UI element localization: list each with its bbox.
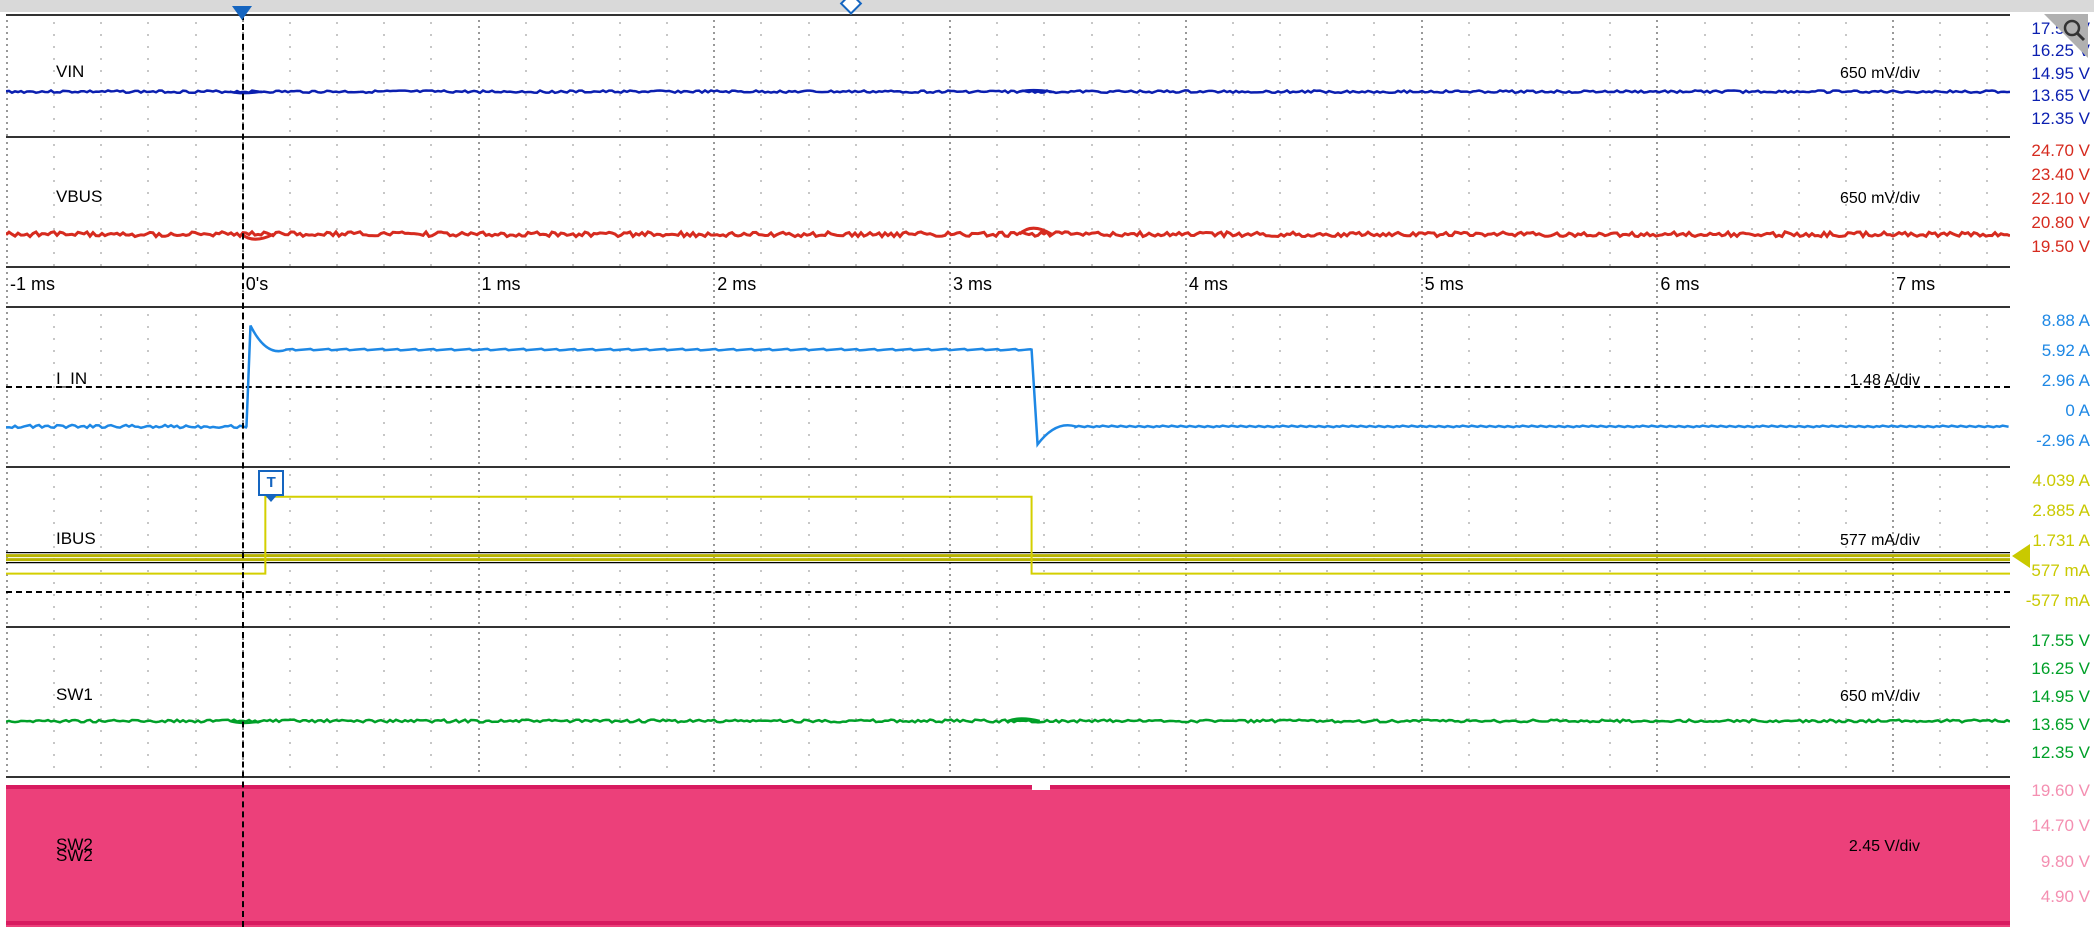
- time-tick-label: 1 ms: [482, 274, 521, 295]
- channel-label-vbus: VBUS: [56, 187, 102, 207]
- sensitivity-sw1: 650 mV/div: [1840, 688, 1920, 706]
- time-tick-label: 0's: [246, 274, 268, 295]
- time-tick-label: 3 ms: [953, 274, 992, 295]
- ibus-ground-marker[interactable]: [2012, 544, 2030, 568]
- sensitivity-ibus: 577 mA/div: [1840, 532, 1920, 550]
- zoom-icon[interactable]: [2044, 14, 2088, 58]
- time-tick-label: 7 ms: [1896, 274, 1935, 295]
- channel-vbus: VBUS650 mV/div24.70 V23.40 V22.10 V20.80…: [6, 136, 2010, 266]
- axis-values-sw1: 17.55 V16.25 V14.95 V13.65 V12.35 V: [2031, 632, 2090, 772]
- axis-values-i_in: 8.88 A5.92 A2.96 A0 A-2.96 A: [2036, 312, 2090, 462]
- sensitivity-vbus: 650 mV/div: [1840, 190, 1920, 208]
- channel-vin: VIN650 mV/div17.55 V16.25 V14.95 V13.65 …: [6, 14, 2010, 136]
- channel-timeaxis: -1 ms 0's 1 ms 2 ms 3 ms 4 ms 5 ms 6 ms 7 ms: [6, 266, 2010, 306]
- waveform-sw2: [6, 778, 2010, 929]
- waveform-vin: [6, 16, 2010, 138]
- channel-i_in: I_IN1.48 A/div8.88 A5.92 A2.96 A0 A-2.96…: [6, 306, 2010, 466]
- oscilloscope-capture: VIN 650 mV/div 17.55 V16.25 V14.95 V13.65 …: [0, 0, 2094, 941]
- channel-sw2: SW22.45 V/div19.60 V14.70 V9.80 V4.90 VS…: [6, 776, 2010, 927]
- channel-label-ibus: IBUS: [56, 529, 96, 549]
- sensitivity-sw2: 2.45 V/div: [1849, 838, 1920, 856]
- axis-values-vbus: 24.70 V23.40 V22.10 V20.80 V19.50 V: [2031, 142, 2090, 262]
- sensitivity-vin: 650 mV/div: [1840, 65, 1920, 83]
- waveform-i_in: [6, 308, 2010, 468]
- channel-label-i_in: I_IN: [56, 369, 87, 389]
- channel-ibus: IBUS577 mA/div4.039 A2.885 A1.731 A577 m…: [6, 466, 2010, 626]
- axis-values-sw2: 19.60 V14.70 V9.80 V4.90 V: [2031, 782, 2090, 923]
- waveform-sw1: [6, 628, 2010, 778]
- time-tick-label: 2 ms: [717, 274, 756, 295]
- time-tick-label: 4 ms: [1189, 274, 1228, 295]
- trigger-badge[interactable]: T: [258, 470, 284, 496]
- trigger-position-marker[interactable]: [232, 6, 252, 20]
- time-tick-label: 5 ms: [1425, 274, 1464, 295]
- waveform-ibus: [6, 468, 2010, 628]
- waveform-vbus: [6, 138, 2010, 268]
- channel-sw1: SW1650 mV/div17.55 V16.25 V14.95 V13.65 …: [6, 626, 2010, 776]
- time-tick-label: 6 ms: [1660, 274, 1699, 295]
- timebase-scrollbar[interactable]: [0, 0, 2094, 12]
- time-tick-label: -1 ms: [10, 274, 55, 295]
- axis-values-ibus: 4.039 A2.885 A1.731 A577 mA-577 mA: [2026, 472, 2090, 622]
- channel-label-vin: VIN: [56, 62, 84, 82]
- sensitivity-i_in: 1.48 A/div: [1850, 372, 1920, 390]
- channel-label-sw1: SW1: [56, 685, 93, 705]
- trigger-cursor-line[interactable]: [242, 14, 244, 927]
